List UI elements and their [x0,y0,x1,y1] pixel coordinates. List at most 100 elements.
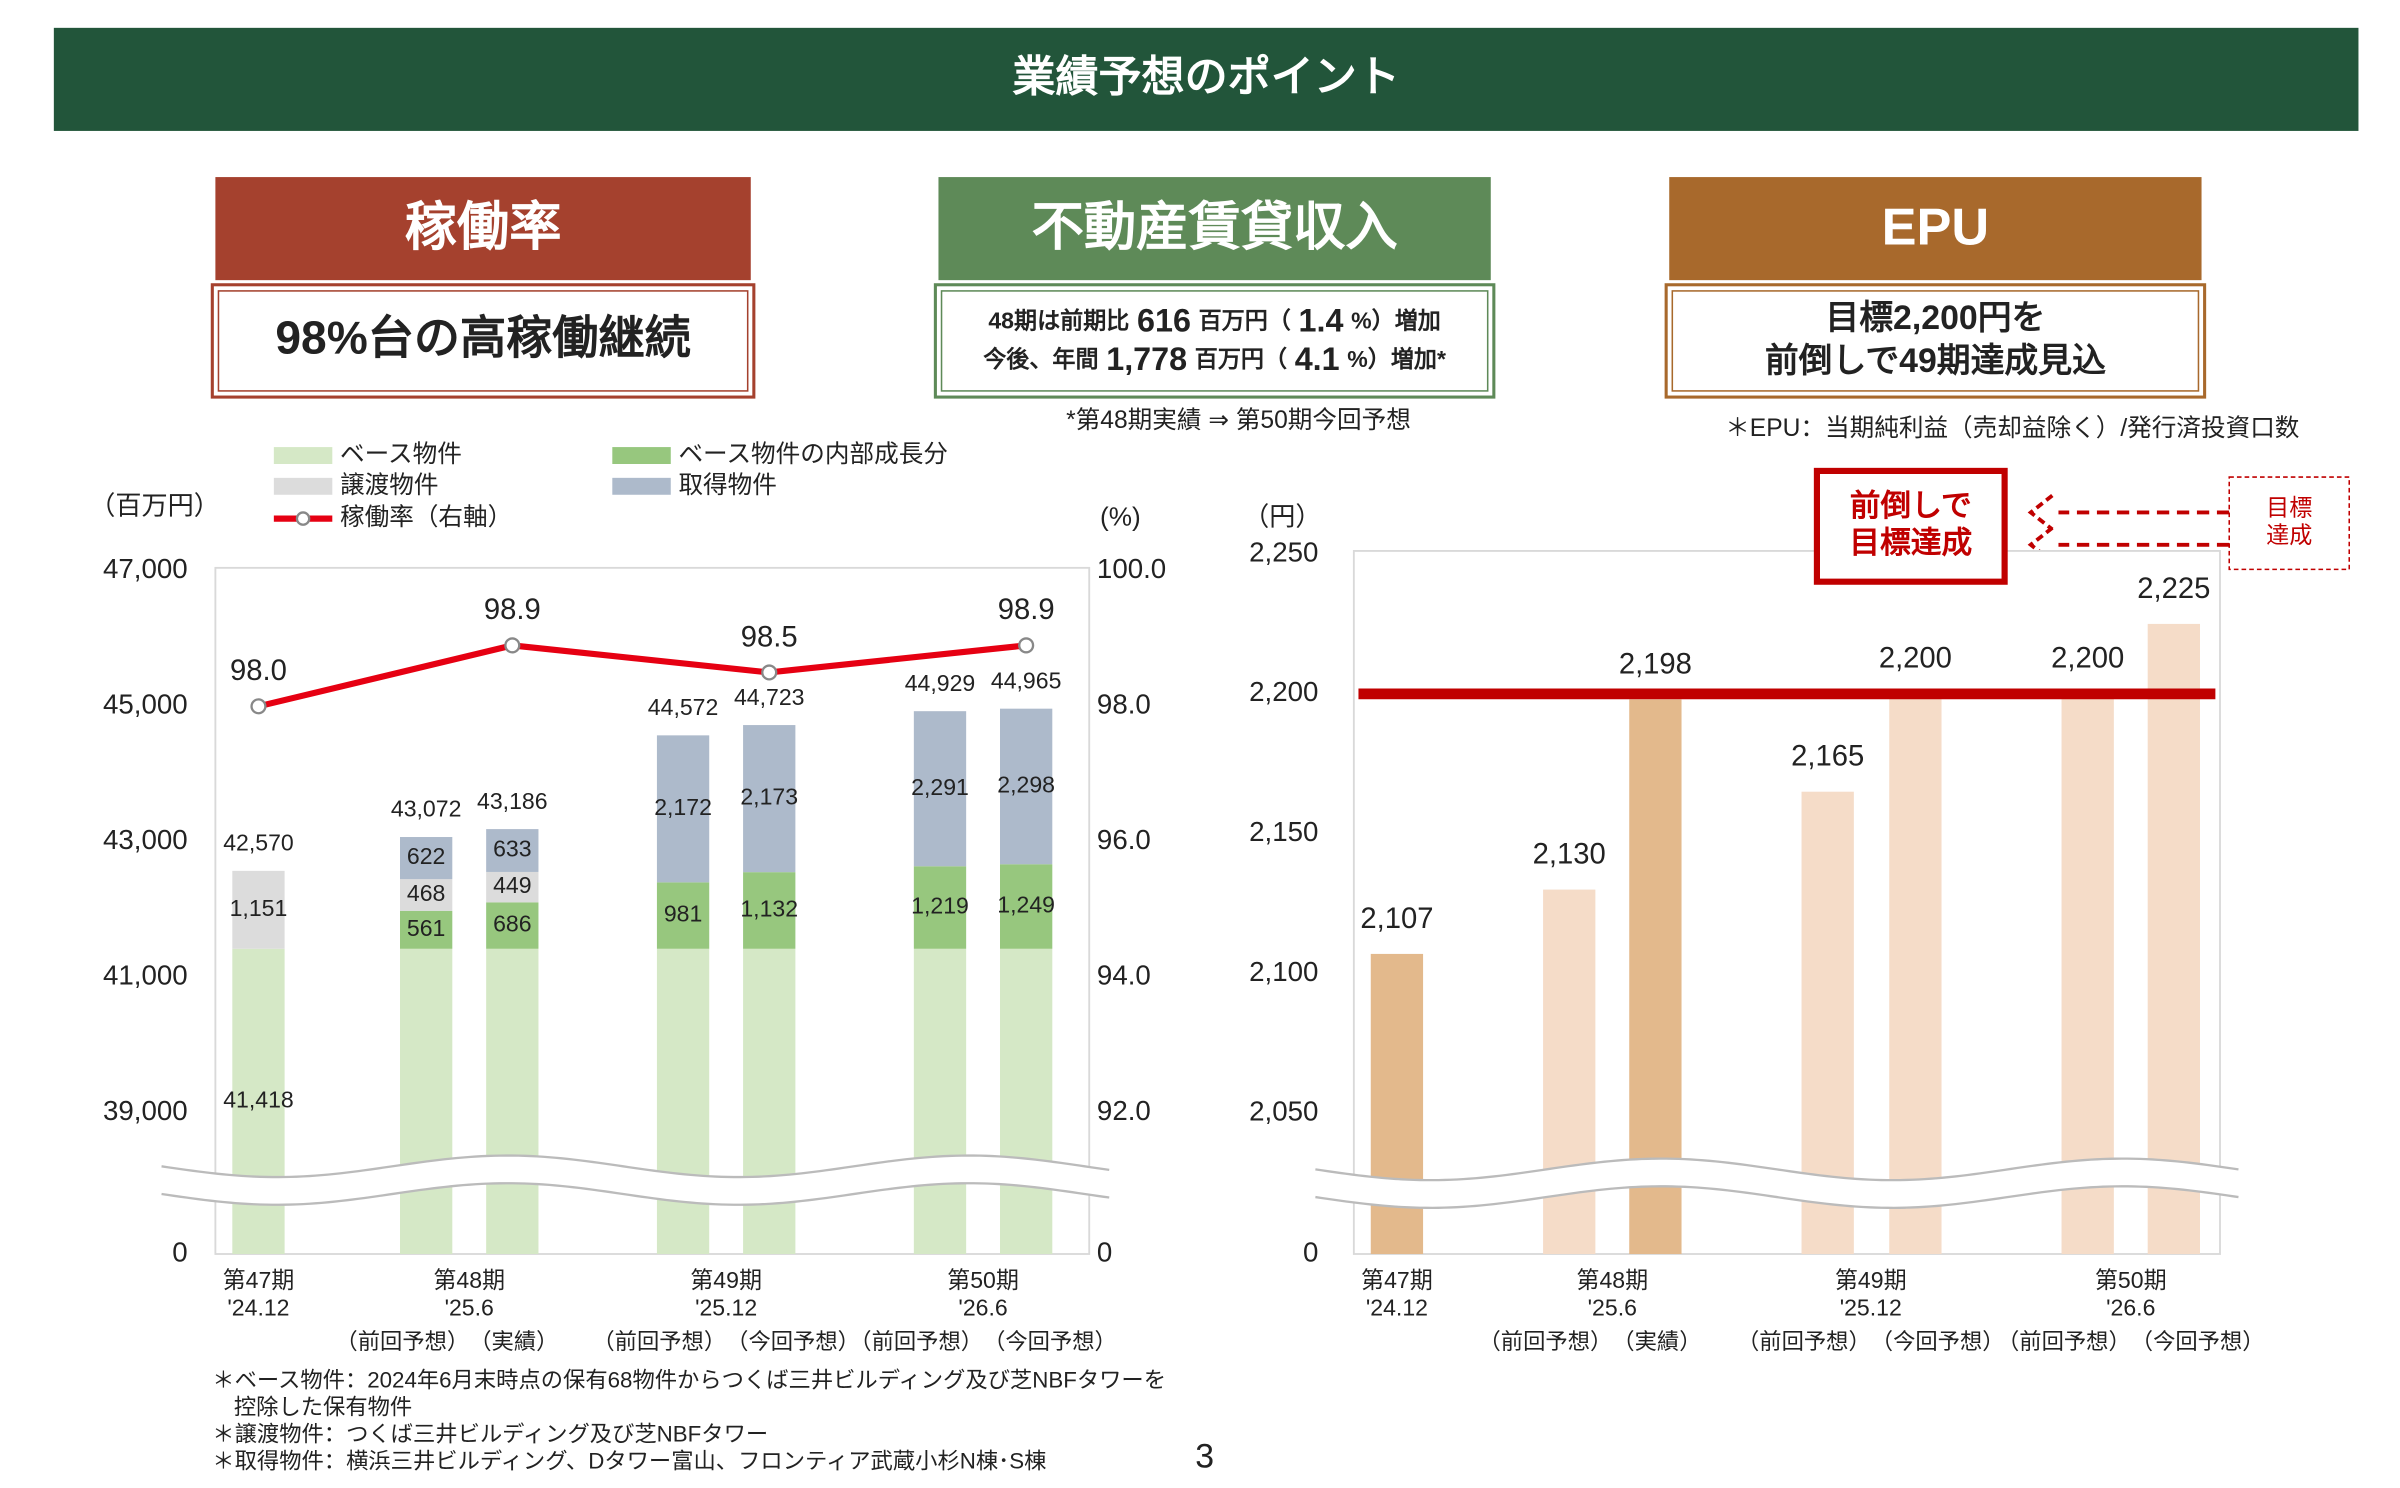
y-axis-title: （円） [1243,502,1321,532]
bar-segment-label: 2,173 [740,784,798,810]
legend-label: 譲渡物件 [340,471,438,499]
bar-value-label: 2,165 [1791,741,1864,773]
x-group-label: 第48期 [1576,1267,1648,1293]
bar-segment-label: 449 [493,872,531,898]
bar-segment-label: 2,298 [997,772,1055,798]
x-group-date: '26.6 [2106,1294,2155,1320]
line-marker [250,698,267,715]
panel-text: 48期は前期比 616 百万円（ 1.4 %）増加 [988,302,1440,338]
bar-segment [1000,948,1053,1254]
x-group-label: 第50期 [2095,1267,2167,1293]
x-tick-label: （前回予想） [592,1329,726,1354]
x-tick-label: （今回予想） [726,1329,860,1354]
panel-text-part: 百万円（ [1195,346,1287,372]
x-tick-label: （今回予想） [2131,1329,2265,1354]
bar-value-label: 2,130 [1533,838,1606,870]
y2-axis-title: (%) [1100,502,1141,532]
bar-segment [400,910,453,949]
bar [1543,889,1596,1254]
annotation-text: 目標 [2266,494,2312,520]
bar-segment-label: 981 [664,901,702,927]
x-tick-label: （前回予想） [1737,1329,1871,1354]
footnote: ＊譲渡物件：つくば三井ビルディング及び芝NBFタワー [212,1421,768,1446]
panel-title: 不動産賃貸収入 [1032,199,1398,257]
x-group-label: 第48期 [433,1267,505,1293]
panel-box-outer [210,283,756,399]
panel-text: 今後、年間 1,778 百万円（ 4.1 %）増加* [983,340,1446,376]
bar-value-label: 2,107 [1360,903,1433,935]
x-tick-label: （前回予想） [1479,1329,1613,1354]
annotation-box [2228,476,2351,571]
panel-box-outer [1664,283,2207,399]
bar-value-label: 2,200 [1879,643,1952,675]
panel-text-part: 1,778 [1106,340,1187,376]
bar [2147,623,2200,1254]
x-group-label: 第49期 [690,1267,762,1293]
bar-segment-label: 1,249 [997,892,1055,918]
bar-total-label: 42,570 [223,830,294,856]
legend-label: ベース物件 [340,440,462,468]
x-group-label: 第49期 [1835,1267,1907,1293]
y-tick-label: 47,000 [103,553,188,584]
line-marker [504,637,521,654]
panel-text-part: %）増加 [1351,308,1441,334]
panel-box-inner [217,290,749,392]
x-tick-label: （実績） [1612,1329,1701,1354]
panel-text-part: 98%台の高稼働継続 [275,312,690,364]
y-tick-label: 45,000 [103,689,188,720]
bar-segment [913,866,967,949]
header-bar [53,27,2359,131]
annotation-text: 達成 [2266,522,2312,548]
bar-segment [486,871,539,903]
x-group-label: 第47期 [1361,1267,1433,1293]
y2-tick-label: 100.0 [1097,553,1166,584]
panel-title-bg [215,177,751,281]
bar-segment [400,837,453,880]
annotation-box [1813,467,2008,585]
panel-title: 稼働率 [405,199,562,257]
y-tick-label: 2,200 [1249,676,1318,707]
y-tick-label: 41,000 [103,959,188,990]
bar-segment [486,829,539,872]
bar-segment [656,735,710,883]
bar-segment [400,948,453,1254]
page-number: 3 [1195,1438,1214,1476]
arrow-head [2027,494,2054,531]
bar-segment [743,725,796,873]
footnote: ＊取得物件：横浜三井ビルディング、Dタワー富山、フロンティア武蔵小杉N棟･S棟 [212,1448,1046,1473]
bar-total-label: 44,572 [648,694,719,720]
bar-segment-label: 1,132 [740,896,798,922]
legend-swatch [273,447,333,464]
bar-value-label: 2,200 [2051,643,2124,675]
panel-text-part: 616 [1137,302,1191,338]
bar-segment-label: 2,291 [911,774,969,800]
bar [1370,953,1424,1254]
panel-text-part: 4.1 [1295,340,1340,376]
bar-total-label: 43,186 [477,788,548,814]
y-axis-title: （百万円） [89,491,220,521]
panel-text: 前倒しで49期達成見込 [1765,342,2106,380]
x-group-date: '26.6 [958,1294,1007,1320]
y-tick-label: 39,000 [103,1095,188,1126]
y-tick-label: 43,000 [103,824,188,855]
panel-title: EPU [1882,199,1990,257]
panel-text: 目標2,200円を [1825,299,2045,337]
bar-segment-label: 622 [407,843,445,869]
bar-segment [486,948,539,1254]
arrow-head [2027,526,2054,564]
x-group-date: '25.12 [1840,1294,1902,1320]
y-tick-label: 2,050 [1249,1096,1318,1127]
bar-segment-label: 686 [493,911,531,937]
x-group-date: '24.12 [227,1294,289,1320]
legend-label: ベース物件の内部成長分 [678,440,947,468]
target-arrows [2027,494,2230,564]
panel-text-part: 1.4 [1299,302,1344,338]
line-value-label: 98.0 [230,655,287,687]
panel-text-part: %）増加* [1347,346,1446,372]
y-tick-label: 0 [172,1236,187,1267]
legend-label: 稼働率（右軸） [340,503,512,531]
bar-segment-label: 561 [407,915,445,941]
bar-segment [1000,708,1053,865]
y-tick-label: 2,250 [1249,536,1318,567]
